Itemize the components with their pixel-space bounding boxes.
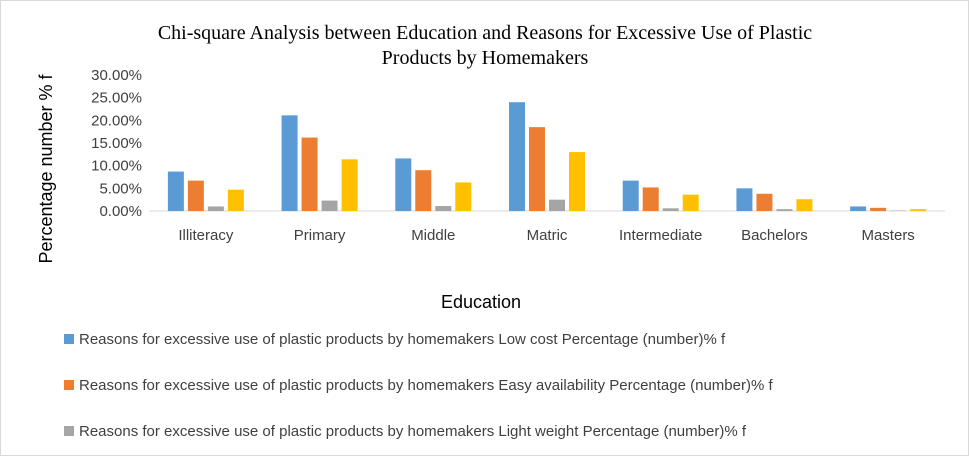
bar xyxy=(682,194,699,211)
legend: Reasons for excessive use of plastic pro… xyxy=(64,331,773,440)
legend-label: Reasons for excessive use of plastic pro… xyxy=(79,423,747,440)
legend-label: Reasons for excessive use of plastic pro… xyxy=(79,331,726,348)
bars xyxy=(167,102,927,211)
y-tick-label: 10.00% xyxy=(91,158,142,175)
legend-label: Reasons for excessive use of plastic pro… xyxy=(79,377,773,394)
x-tick-label: Intermediate xyxy=(619,227,702,244)
x-tick-label: Bachelors xyxy=(741,227,808,244)
x-axis-ticks: Illiteracy Primary Middle Matric Intermediat… xyxy=(178,227,914,244)
bar xyxy=(910,209,927,211)
bar xyxy=(167,171,184,211)
y-axis-ticks: 0.00% 5.00% 10.00% 15.00% 20.00% 25.00% 30.00% xyxy=(91,67,142,220)
chart-title: Chi-square Analysis between Education an… xyxy=(158,22,812,69)
x-tick-label: Matric xyxy=(527,227,568,244)
bar xyxy=(341,159,358,211)
bar xyxy=(455,182,472,211)
x-tick-label: Primary xyxy=(294,227,346,244)
bar xyxy=(796,199,813,211)
legend-swatch xyxy=(64,380,74,390)
legend-swatch xyxy=(64,334,74,344)
bar xyxy=(870,207,887,211)
y-tick-label: 15.00% xyxy=(91,135,142,152)
x-axis-title: Education xyxy=(441,292,521,312)
bar xyxy=(187,180,204,211)
bar xyxy=(549,199,565,211)
bar xyxy=(281,115,298,211)
legend-swatch xyxy=(64,426,74,436)
bar xyxy=(642,187,659,211)
bar xyxy=(622,180,639,211)
bar xyxy=(756,193,773,211)
bar xyxy=(395,158,412,211)
bar xyxy=(662,208,679,211)
y-tick-label: 25.00% xyxy=(91,90,142,107)
chart-title-line-2: Products by Homemakers xyxy=(382,47,589,69)
chart-title-line-1: Chi-square Analysis between Education an… xyxy=(158,22,812,44)
y-tick-label: 5.00% xyxy=(99,180,142,197)
y-tick-label: 0.00% xyxy=(99,203,142,220)
x-tick-label: Illiteracy xyxy=(178,227,234,244)
x-tick-label: Middle xyxy=(411,227,455,244)
bar xyxy=(415,170,432,211)
x-tick-label: Masters xyxy=(861,227,914,244)
y-axis-title: Percentage number % f xyxy=(36,73,56,263)
bar xyxy=(321,200,338,211)
bar xyxy=(736,188,753,211)
bar xyxy=(207,206,224,211)
y-tick-label: 20.00% xyxy=(91,112,142,129)
bar xyxy=(435,206,452,211)
bar xyxy=(509,102,525,211)
bar xyxy=(301,137,318,211)
y-tick-label: 30.00% xyxy=(91,67,142,84)
bar xyxy=(227,189,244,211)
bar xyxy=(776,209,793,211)
bar xyxy=(569,152,585,211)
bar xyxy=(850,206,867,211)
bar xyxy=(529,127,545,211)
